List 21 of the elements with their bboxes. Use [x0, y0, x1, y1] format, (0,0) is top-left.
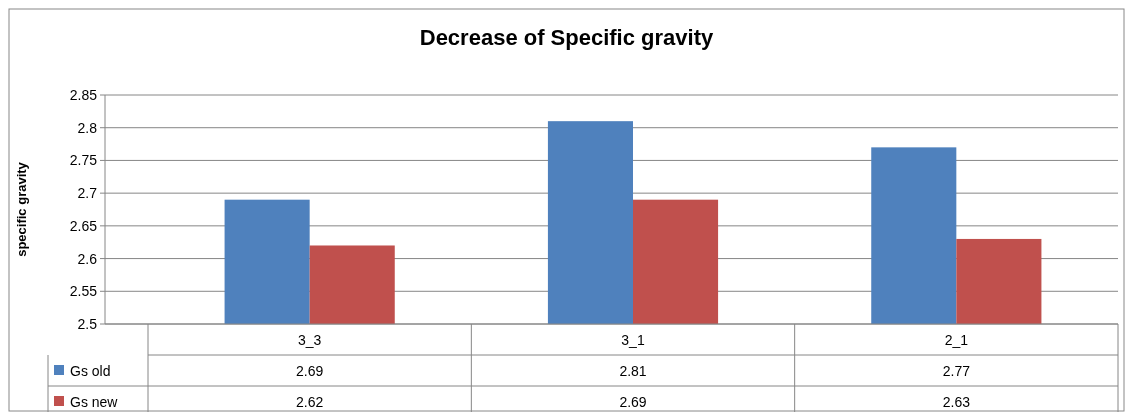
- y-axis-title: specific gravity: [14, 161, 29, 257]
- y-tick-label: 2.6: [77, 250, 98, 267]
- legend-label: Gs new: [70, 394, 119, 410]
- y-tick-label: 2.75: [69, 152, 98, 169]
- chart-title: Decrease of Specific gravity: [419, 25, 714, 50]
- x-tick-label: 3_1: [621, 332, 645, 348]
- data-label: 2.69: [619, 394, 647, 410]
- data-label: 2.77: [942, 363, 971, 379]
- x-tick-label: 3_3: [297, 332, 322, 348]
- data-label: 2.63: [942, 394, 971, 410]
- y-tick-label: 2.85: [69, 87, 98, 103]
- y-tick-label: 2.7: [77, 185, 98, 202]
- data-label: 2.62: [296, 394, 324, 410]
- data-label: 2.69: [296, 363, 324, 379]
- legend-label: Gs old: [70, 363, 111, 379]
- x-tick-label: 2_1: [944, 332, 969, 348]
- y-tick-label: 2.8: [77, 119, 98, 136]
- y-tick-label: 2.65: [69, 217, 98, 234]
- data-label: 2.81: [619, 363, 647, 379]
- y-tick-label: 2.5: [77, 316, 98, 332]
- y-tick-label: 2.55: [69, 283, 98, 300]
